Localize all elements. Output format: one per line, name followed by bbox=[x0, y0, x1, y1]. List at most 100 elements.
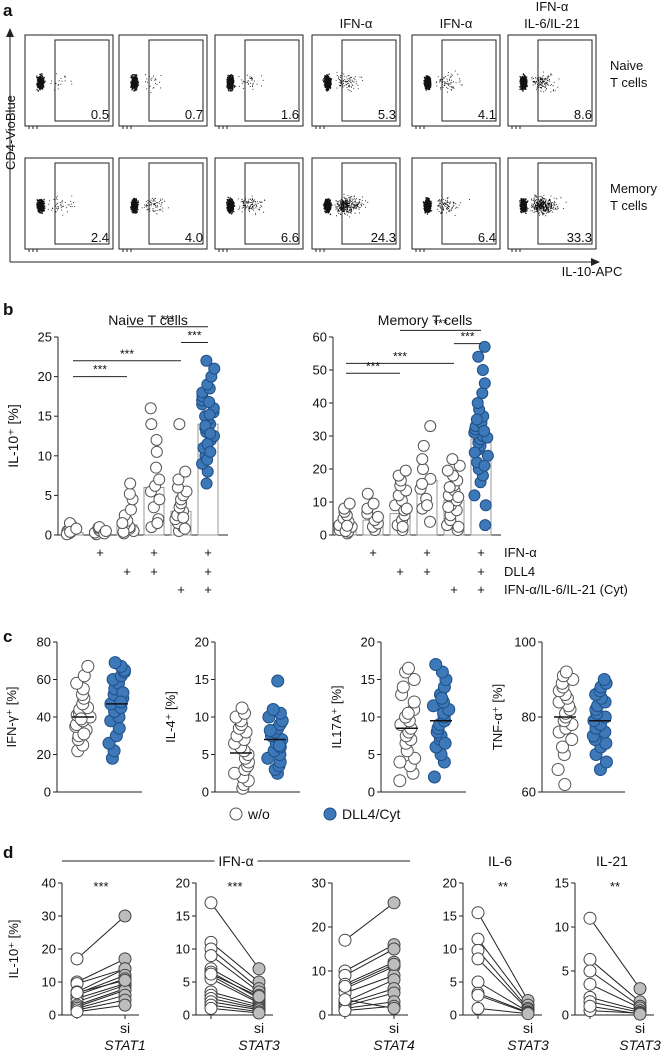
paired-line bbox=[344, 966, 395, 990]
panel-a-x-axis-label: IL-10-APC bbox=[562, 264, 623, 279]
data-point bbox=[453, 459, 466, 472]
y-tick-label: 10 bbox=[38, 448, 52, 463]
y-tick-label: 40 bbox=[37, 710, 51, 725]
condition-plus: + bbox=[423, 564, 431, 579]
y-tick-label: 30 bbox=[42, 909, 56, 924]
data-point bbox=[471, 397, 484, 409]
chart-c-1: IFN-γ⁺ [%] 0 20 40 60 80 bbox=[4, 635, 142, 800]
legend-label: DLL4/Cyt bbox=[342, 806, 400, 822]
paired-line bbox=[210, 902, 260, 970]
paired-line bbox=[477, 912, 529, 1001]
gate-percentage: 0.7 bbox=[185, 107, 203, 122]
significance-label: *** bbox=[187, 329, 201, 343]
data-point bbox=[400, 502, 413, 515]
data-point-si bbox=[252, 990, 266, 1004]
condition-plus: + bbox=[477, 582, 485, 597]
flow-plot: 0.5 bbox=[24, 34, 114, 129]
gate-percentage: 4.0 bbox=[185, 230, 203, 245]
axis-ticks bbox=[315, 249, 325, 252]
flow-plot: 4.0 bbox=[118, 157, 208, 252]
data-point bbox=[478, 425, 491, 438]
gate-percentage: 24.3 bbox=[371, 230, 396, 245]
data-point-control bbox=[204, 949, 218, 963]
y-axis-label: IL-4⁺ [%] bbox=[163, 691, 178, 743]
data-point-si bbox=[521, 1007, 535, 1021]
condition-plus: + bbox=[96, 545, 104, 560]
gate bbox=[54, 162, 110, 245]
paired-line bbox=[477, 992, 529, 1013]
condition-plus: + bbox=[204, 545, 212, 560]
y-tick-label: 15 bbox=[195, 672, 209, 687]
flow-plot: 33.3 bbox=[507, 157, 597, 252]
y-tick-label: 20 bbox=[176, 876, 190, 891]
data-point-control bbox=[338, 993, 352, 1007]
data-point-control bbox=[471, 932, 485, 946]
data-point-control bbox=[338, 933, 352, 947]
x-label-si: si bbox=[254, 1020, 264, 1036]
axis-ticks bbox=[415, 249, 425, 252]
chart-b-2: Memory T cells 0 10 20 30 40 50 60 *** *** *** *** bbox=[313, 312, 501, 543]
gate bbox=[54, 39, 110, 122]
cell-dots bbox=[226, 195, 266, 216]
paired-line bbox=[589, 959, 641, 1003]
data-point-si bbox=[252, 1006, 266, 1020]
condition-row-label: IFN-α/IL-6/IL-21 (Cyt) bbox=[504, 582, 628, 597]
axis-ticks bbox=[415, 126, 425, 129]
condition-label: IFN-α bbox=[536, 0, 569, 14]
data-point bbox=[443, 481, 456, 494]
y-tick-label: 10 bbox=[42, 975, 56, 990]
chart-title: Memory T cells bbox=[378, 312, 472, 328]
data-point-control bbox=[338, 1004, 352, 1018]
data-point bbox=[597, 673, 611, 686]
data-point bbox=[343, 497, 356, 510]
data-point-control bbox=[583, 999, 597, 1013]
data-point-si bbox=[633, 982, 647, 996]
y-axis-label: IFN-γ⁺ [%] bbox=[4, 686, 19, 747]
significance-label: *** bbox=[393, 349, 407, 363]
y-tick-label: 15 bbox=[361, 672, 375, 687]
data-point bbox=[476, 387, 489, 400]
y-tick-label: 30 bbox=[312, 876, 326, 891]
plot-frame bbox=[24, 34, 114, 127]
y-tick-label: 100 bbox=[514, 635, 536, 650]
panel-d: d IFN-α IL-6 IL-21 IL-10⁺ [%] 0 10 20 30 40 *** si… bbox=[3, 843, 661, 1053]
axis-ticks bbox=[511, 249, 521, 252]
y-tick-label: 60 bbox=[313, 330, 327, 345]
data-point bbox=[271, 674, 285, 688]
condition-label: IFN-α bbox=[440, 16, 473, 31]
data-point bbox=[81, 659, 95, 673]
paired-line bbox=[344, 961, 395, 985]
condition-plus: + bbox=[423, 545, 431, 560]
data-point bbox=[116, 517, 129, 530]
data-point bbox=[416, 463, 429, 475]
data-point-si bbox=[387, 1001, 401, 1015]
legend: w/o DLL4/Cyt bbox=[229, 806, 400, 822]
y-tick-label: 15 bbox=[555, 876, 569, 891]
data-point-control bbox=[471, 1001, 485, 1015]
y-tick-label: 5 bbox=[202, 747, 209, 762]
significance-label: ** bbox=[498, 879, 508, 894]
row-label: T cells bbox=[610, 75, 648, 90]
paired-line bbox=[477, 938, 529, 1006]
data-point bbox=[123, 487, 136, 500]
gate bbox=[537, 39, 593, 122]
data-point-control bbox=[70, 986, 84, 1000]
data-point bbox=[416, 477, 429, 490]
data-point bbox=[429, 658, 443, 671]
data-point bbox=[203, 408, 216, 421]
data-point-control bbox=[583, 964, 597, 978]
data-point-control bbox=[471, 906, 485, 920]
x-axis-arrowhead bbox=[591, 258, 600, 266]
gate bbox=[341, 162, 397, 245]
paired-line bbox=[76, 958, 126, 983]
data-point bbox=[452, 491, 465, 504]
y-tick-label: 20 bbox=[361, 635, 375, 650]
condition-row-label: DLL4 bbox=[504, 564, 535, 579]
data-point bbox=[150, 433, 163, 446]
gate bbox=[441, 39, 497, 122]
data-point bbox=[266, 703, 280, 716]
y-tick-label: 20 bbox=[42, 942, 56, 957]
y-tick-label: 0 bbox=[319, 1008, 326, 1023]
